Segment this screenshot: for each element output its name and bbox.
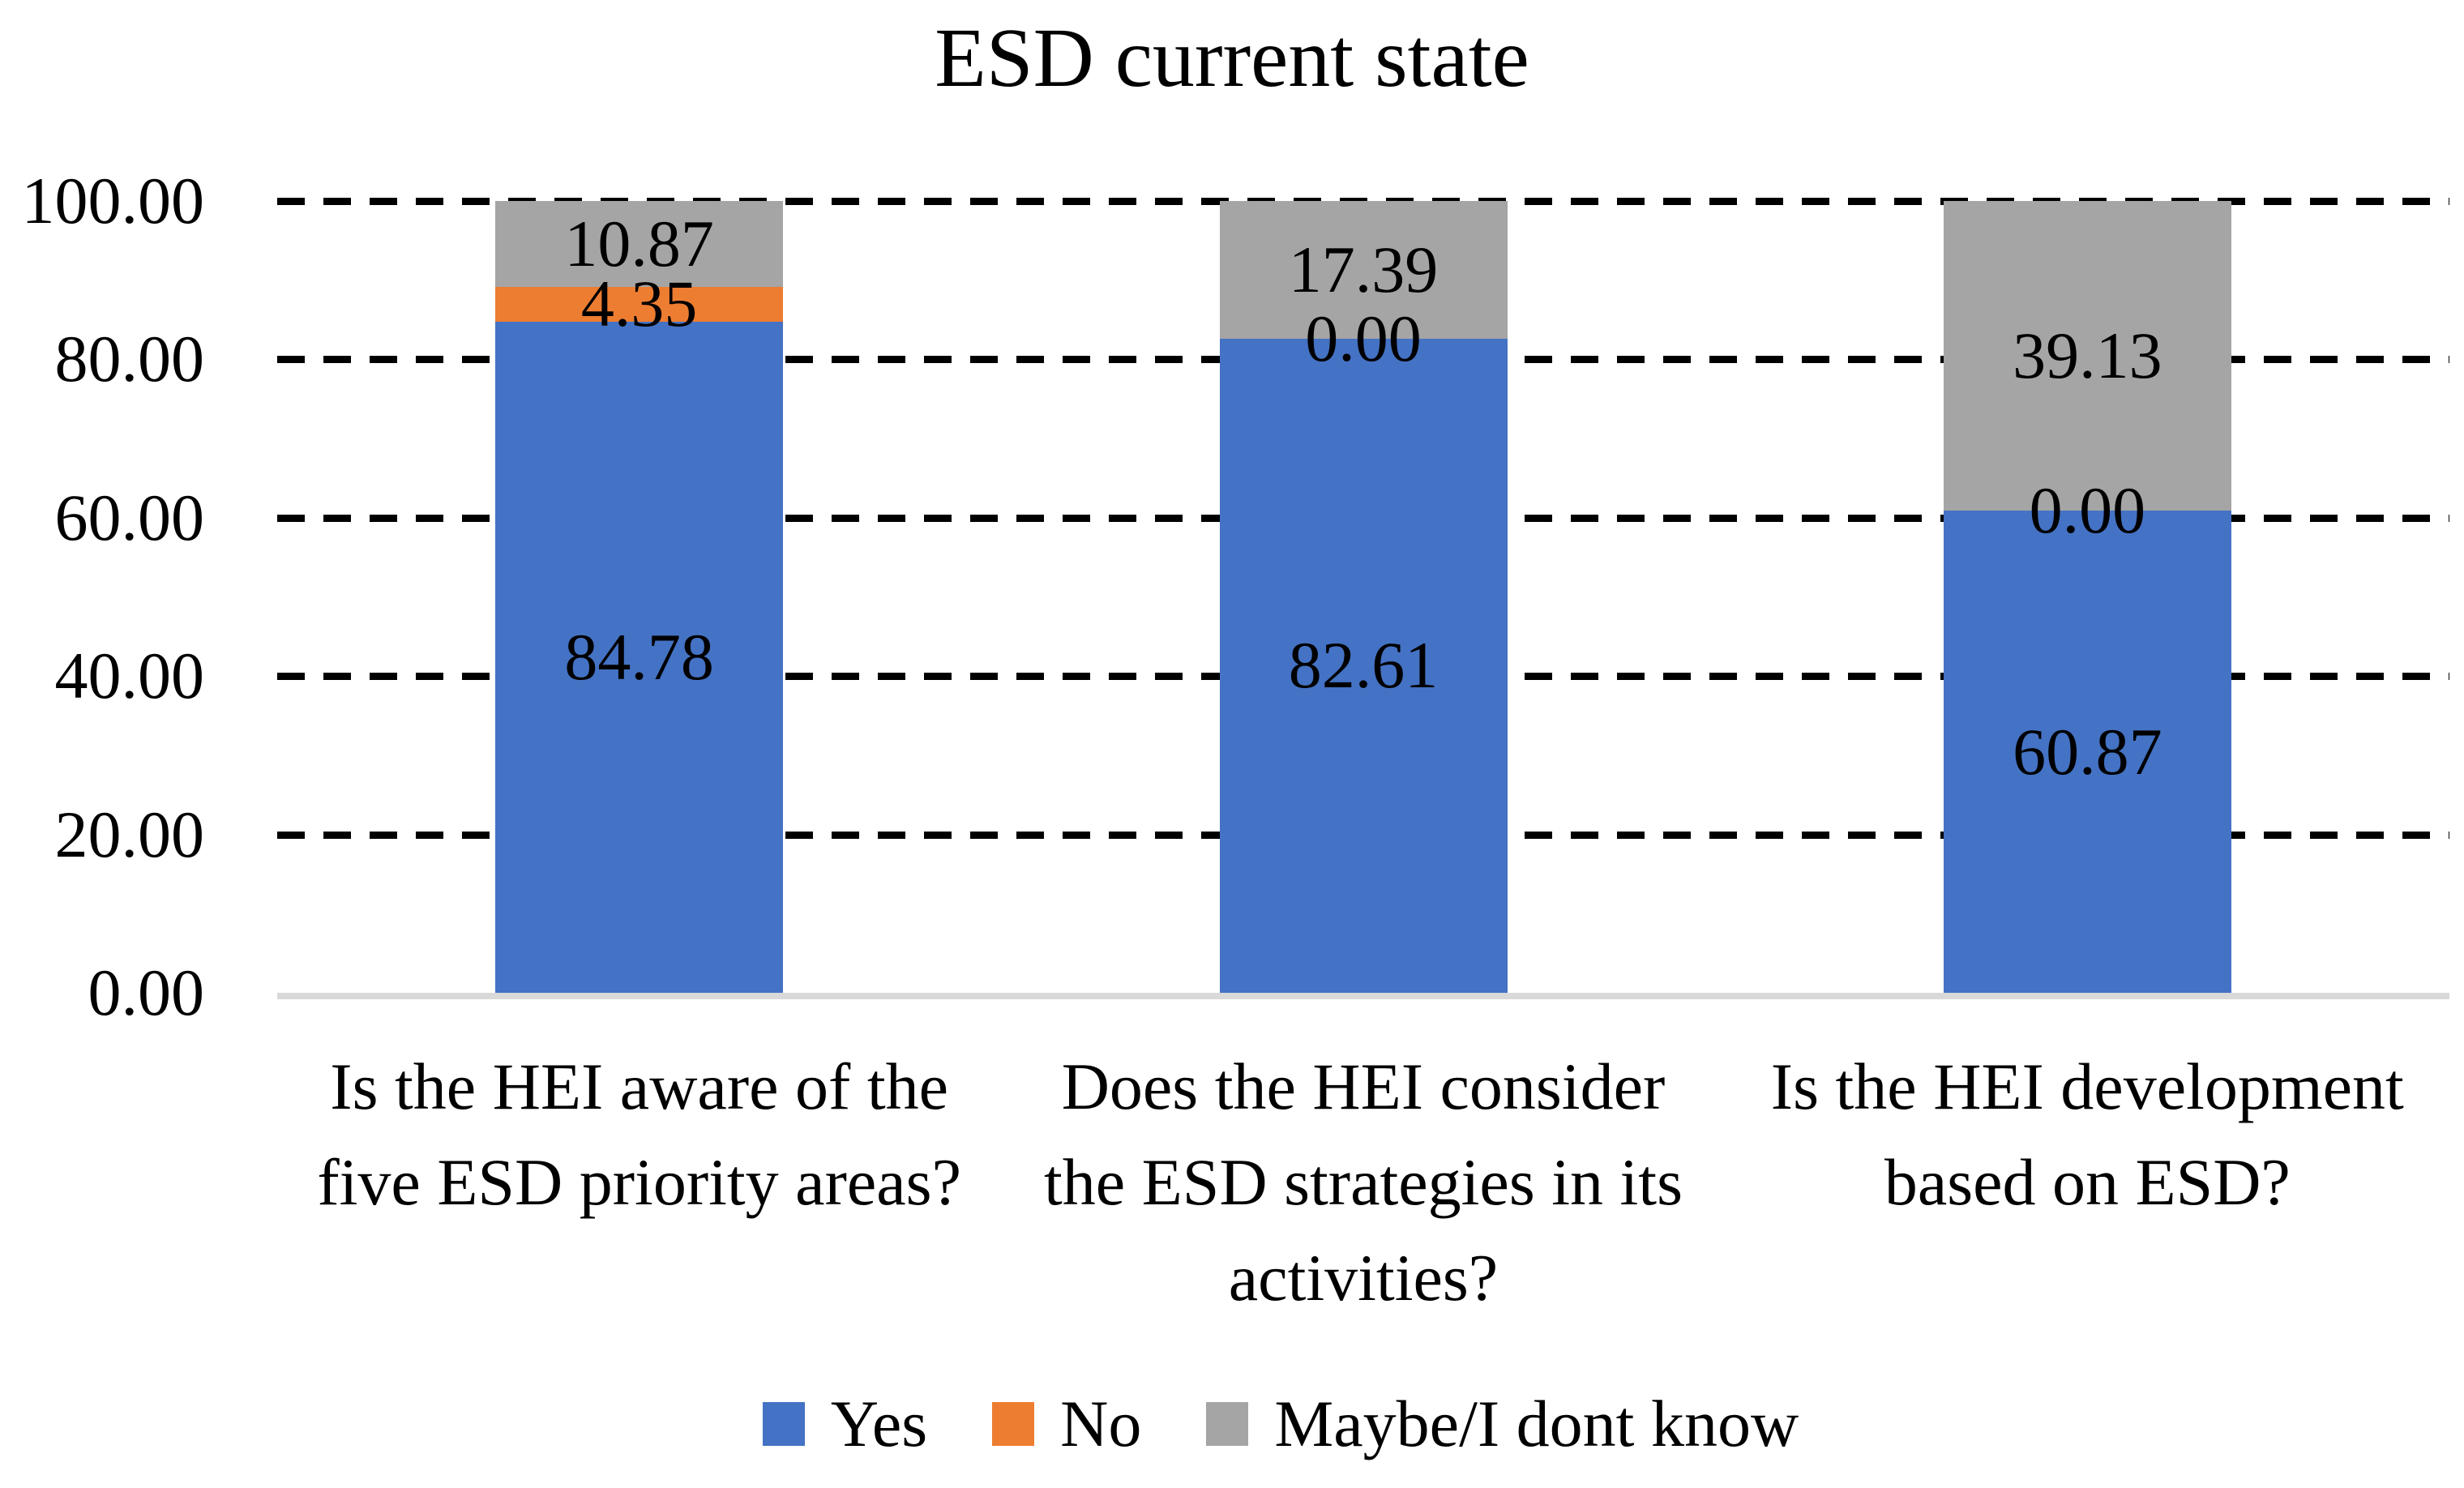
category-label: Is the HEI development based on ESD? bbox=[1726, 1039, 2449, 1230]
category-label-line: Is the HEI aware of the bbox=[330, 1050, 949, 1123]
bar-segment-no bbox=[495, 287, 784, 322]
value-label-maybe-i-dont-know: 39.13 bbox=[2013, 319, 2162, 393]
y-axis-tick-label: 80.00 bbox=[54, 322, 205, 396]
category-label-line: Does the HEI consider bbox=[1061, 1050, 1666, 1123]
legend-item-no: No bbox=[992, 1388, 1141, 1460]
legend-item-maybe-i-dont-know: Maybe/I dont know bbox=[1206, 1388, 1799, 1460]
legend-marker-no-icon bbox=[992, 1402, 1035, 1446]
legend-items: Yes No Maybe/I dont know bbox=[762, 1387, 1799, 1460]
category-label: Does the HEI consider the ESD strategies … bbox=[1001, 1039, 1725, 1326]
category-label-line: based on ESD? bbox=[1884, 1145, 2291, 1219]
bar-segment-maybe-i-dont-know bbox=[495, 201, 784, 288]
y-axis-tick-label: 40.00 bbox=[54, 639, 205, 713]
chart-title: ESD current state bbox=[935, 11, 1529, 105]
value-label-maybe-i-dont-know: 17.39 bbox=[1288, 232, 1439, 306]
category-label-line: activities? bbox=[1228, 1241, 1499, 1315]
category-label-line: the ESD strategies in its bbox=[1043, 1145, 1683, 1219]
legend: Yes No Maybe/I dont know bbox=[0, 1388, 2464, 1460]
value-label-no: 4.35 bbox=[580, 267, 698, 341]
bar-segment-yes bbox=[495, 321, 784, 993]
legend-label-maybe-i-dont-know: Maybe/I dont know bbox=[1274, 1387, 1799, 1460]
value-label-no: 0.00 bbox=[1305, 301, 1422, 375]
value-label-maybe-i-dont-know: 10.87 bbox=[564, 207, 714, 281]
value-label-yes: 84.78 bbox=[564, 619, 714, 694]
legend-label-no: No bbox=[1060, 1387, 1142, 1460]
bar-segment-maybe-i-dont-know bbox=[1943, 201, 2231, 511]
value-label-no: 0.00 bbox=[2029, 473, 2146, 548]
bar-segment-yes bbox=[1943, 511, 2231, 993]
value-label-yes: 60.87 bbox=[2013, 714, 2162, 789]
y-axis-tick-label: 20.00 bbox=[54, 797, 205, 871]
legend-label-yes: Yes bbox=[830, 1387, 928, 1460]
legend-marker-maybe-i-dont-know-icon bbox=[1206, 1402, 1249, 1446]
category-label-line: Is the HEI development bbox=[1770, 1050, 2404, 1123]
y-axis-tick-label: 0.00 bbox=[88, 956, 205, 1029]
category-label-line: five ESD priority areas? bbox=[317, 1145, 961, 1219]
y-axis-tick-label: 100.00 bbox=[21, 164, 205, 237]
y-axis-tick-label: 60.00 bbox=[54, 480, 205, 554]
value-label-yes: 82.61 bbox=[1288, 628, 1439, 703]
legend-item-yes: Yes bbox=[762, 1387, 928, 1460]
bar-segment-yes bbox=[1219, 338, 1508, 993]
x-axis-baseline bbox=[277, 993, 2449, 999]
legend-marker-yes-icon bbox=[762, 1402, 805, 1446]
category-label: Is the HEI aware of the five ESD priority… bbox=[277, 1039, 1001, 1230]
bar-segment-maybe-i-dont-know bbox=[1219, 201, 1508, 339]
